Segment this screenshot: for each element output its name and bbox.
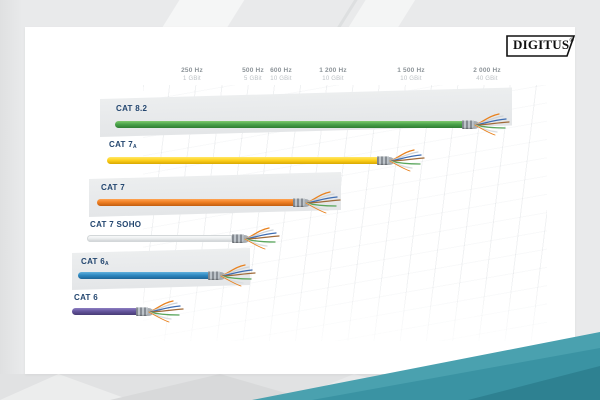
axis-tick: 1 500 Hz 10 GBit [397, 67, 425, 82]
cable-bar [97, 191, 345, 214]
background-left-shade [0, 0, 22, 400]
cable-category-label: CAT 6A [81, 257, 109, 267]
cable-jacket [72, 308, 136, 315]
axis-tick: 500 Hz 5 GBit [242, 67, 264, 82]
tick-bandwidth: 10 GBit [322, 76, 344, 82]
axis-tick: 600 Hz 10 GBit [270, 67, 292, 82]
tick-bandwidth: 5 GBit [244, 76, 262, 82]
cable-shield-braid [293, 198, 305, 207]
cable-shield-braid [377, 156, 389, 165]
label-text: CAT 8.2 [116, 104, 148, 113]
logo-text: DIGITUS® [513, 37, 574, 53]
label-text: CAT 7 [109, 140, 134, 149]
digitus-logo: DIGITUS® [506, 35, 576, 57]
logo-border [506, 35, 576, 57]
frayed-wires-icon [304, 190, 344, 216]
label-subscript: A [133, 144, 137, 150]
cable-category-label: CAT 8.2 [116, 104, 147, 114]
label-text: CAT 6 [81, 257, 106, 266]
cable-bar [72, 300, 188, 323]
tick-bandwidth: 40 GBit [476, 76, 498, 82]
cable-category-label: CAT 7 [101, 183, 125, 193]
cable-jacket [107, 157, 377, 164]
label-text: CAT 7 SOHO [90, 220, 142, 229]
cable-shield-braid [136, 307, 148, 316]
cable-shield-braid [232, 234, 244, 243]
tick-frequency: 2 000 Hz [473, 67, 501, 74]
tick-frequency: 250 Hz [181, 67, 203, 74]
tick-frequency: 600 Hz [270, 67, 292, 74]
tick-bandwidth: 10 GBit [400, 76, 422, 82]
cable-shield-braid [462, 120, 474, 129]
cable-category-label: CAT 6 [74, 293, 98, 303]
axis-tick: 1 200 Hz 10 GBit [319, 67, 347, 82]
tick-frequency: 1 500 Hz [397, 67, 425, 74]
frayed-wires-icon [219, 263, 259, 289]
frayed-wires-icon [388, 148, 428, 174]
chart-card: DIGITUS® 250 Hz 1 GBit 500 Hz 5 GBit 600… [25, 27, 576, 374]
tick-frequency: 1 200 Hz [319, 67, 347, 74]
tick-bandwidth: 1 GBit [183, 76, 201, 82]
tick-bandwidth: 10 GBit [270, 76, 292, 82]
logo-wordmark: DIGITUS [513, 37, 570, 52]
cable-jacket [115, 121, 462, 128]
cable-category-label: CAT 7A [109, 140, 137, 150]
cable-shield-braid [208, 271, 220, 280]
label-text: CAT 6 [74, 293, 99, 302]
axis-tick: 2 000 Hz 40 GBit [473, 67, 501, 82]
cable-bar [115, 113, 514, 136]
label-text: CAT 7 [101, 183, 126, 192]
cable-jacket [97, 199, 293, 206]
frequency-axis: 250 Hz 1 GBit 500 Hz 5 GBit 600 Hz 10 GB… [25, 67, 575, 87]
label-subscript: A [105, 261, 109, 267]
cable-category-label: CAT 7 SOHO [90, 220, 141, 230]
cable-jacket [78, 272, 208, 279]
frayed-wires-icon [473, 112, 513, 138]
frayed-wires-icon [147, 299, 187, 325]
cable-bar [107, 149, 429, 172]
cable-bar [78, 264, 260, 287]
axis-tick: 250 Hz 1 GBit [181, 67, 203, 82]
cable-jacket [87, 235, 232, 242]
registered-trademark-icon: ® [569, 38, 574, 44]
cable-bar [87, 227, 284, 250]
tick-frequency: 500 Hz [242, 67, 264, 74]
frayed-wires-icon [243, 226, 283, 252]
